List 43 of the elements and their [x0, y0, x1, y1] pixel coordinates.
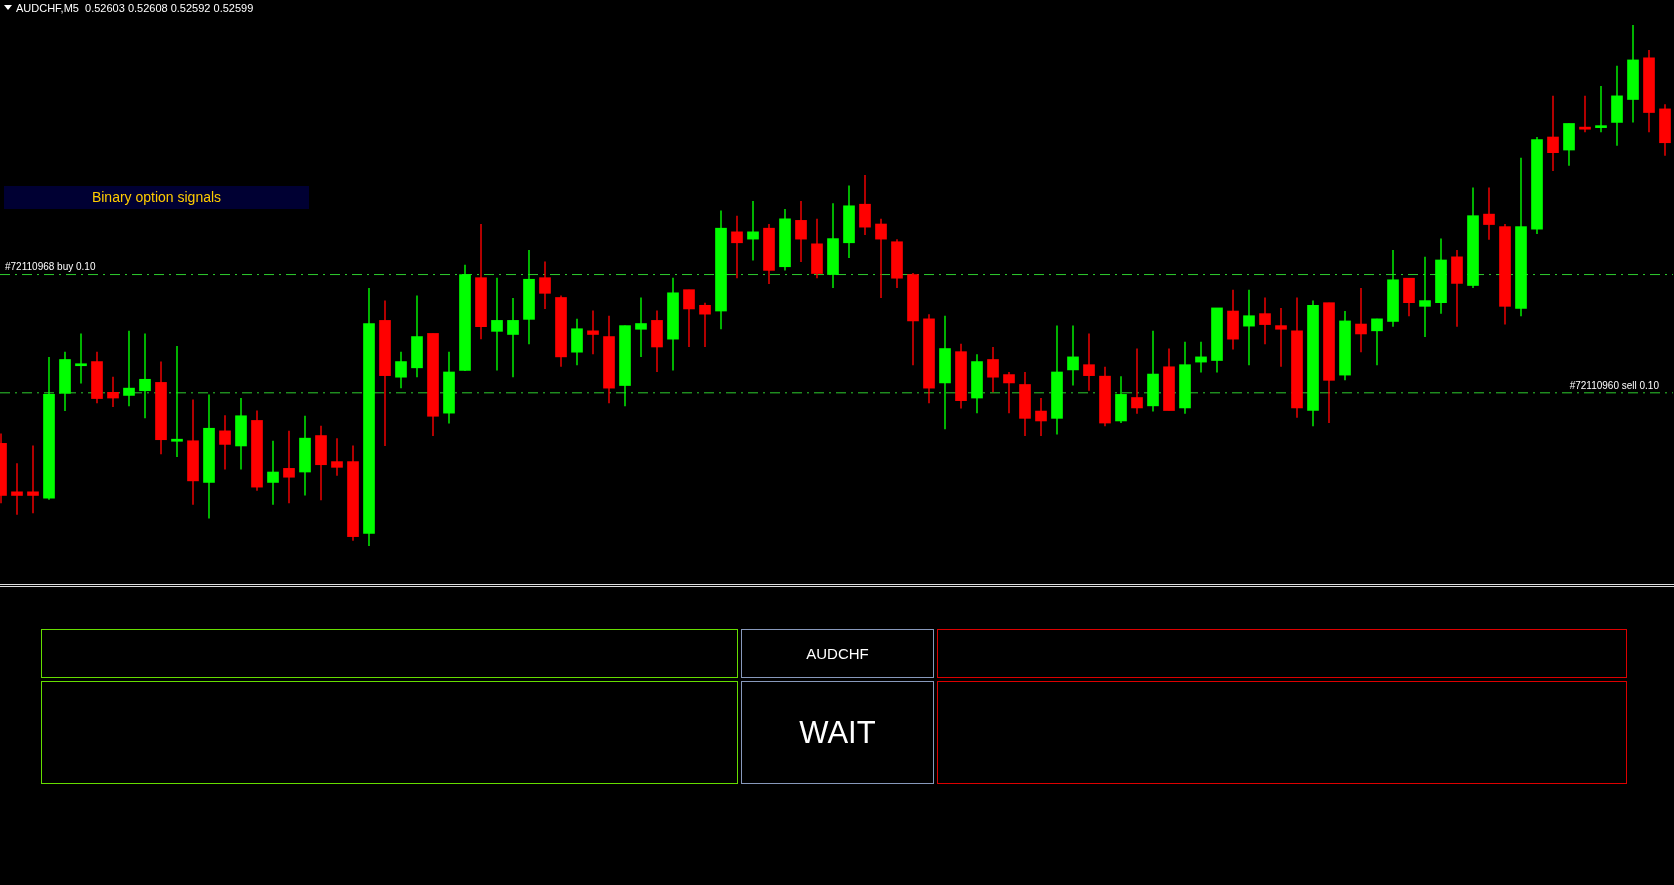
candlestick [1371, 318, 1383, 366]
candlestick [1035, 397, 1047, 437]
candlestick [267, 440, 279, 506]
candlestick [171, 345, 183, 458]
candlestick [139, 332, 151, 420]
candlestick [107, 375, 119, 408]
candlestick [219, 414, 231, 471]
candlestick [1275, 307, 1287, 368]
candlestick [123, 330, 135, 408]
candlestick [507, 297, 519, 378]
candlestick [1131, 347, 1143, 415]
candlestick [587, 309, 599, 355]
ref-line-label: #72110960 sell 0.10 [1569, 379, 1660, 391]
candlestick [747, 200, 759, 262]
candlestick [283, 430, 295, 504]
candlestick [539, 260, 551, 310]
candlestick [859, 174, 871, 236]
candlestick [699, 301, 711, 348]
candlestick [1083, 332, 1095, 392]
candlestick [795, 200, 807, 263]
candlestick [1579, 95, 1591, 134]
candlestick [27, 444, 39, 514]
candlestick [731, 214, 743, 279]
candlestick [635, 296, 647, 358]
candlestick [1259, 296, 1271, 346]
chart-title: AUDCHF,M5 0.52603 0.52608 0.52592 0.52599 [16, 2, 254, 14]
candlestick [987, 346, 999, 394]
candlestick [395, 350, 407, 389]
candlestick [1595, 85, 1607, 134]
candlestick [1483, 186, 1495, 241]
candlestick [1243, 288, 1255, 366]
candlestick [11, 462, 23, 516]
ref-line-label: #72110968 buy 0.10 [5, 261, 96, 273]
candlestick [1419, 256, 1431, 338]
candlestick [1547, 95, 1559, 172]
candlestick [491, 276, 503, 372]
candlestick [683, 288, 695, 348]
candlestick [875, 218, 887, 299]
candlestick [1067, 324, 1079, 387]
candlestick [1355, 287, 1367, 353]
candlestick [331, 437, 343, 477]
candlestick [1003, 371, 1015, 414]
candlestick [75, 332, 87, 385]
